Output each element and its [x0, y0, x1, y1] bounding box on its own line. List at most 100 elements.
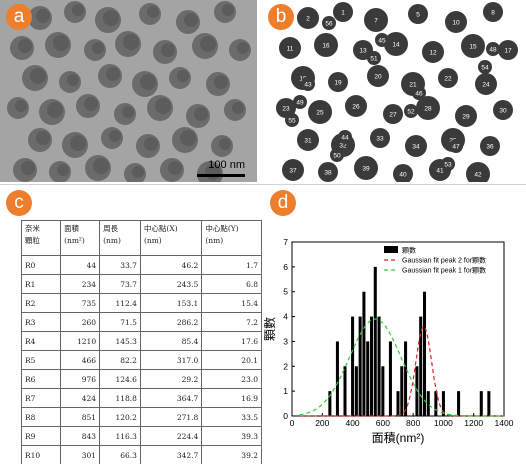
- nanoparticle-core: [109, 130, 121, 142]
- histogram-bar: [404, 341, 408, 416]
- segmented-particle: [493, 100, 513, 120]
- header-line: 奈米: [25, 224, 40, 233]
- y-tick-label: 5: [283, 287, 288, 297]
- nanoparticle-core: [219, 138, 231, 150]
- table-cell: 15.4: [201, 293, 262, 313]
- table-cell: 145.3: [99, 331, 141, 351]
- header-line: (nm): [103, 236, 121, 245]
- table-cell: R2: [20, 293, 62, 313]
- particle-label: 31: [304, 138, 312, 145]
- segmented-particle: [393, 164, 413, 182]
- table-cell: R4: [20, 331, 62, 351]
- nanoparticle-core: [147, 6, 159, 18]
- particle-label: 38: [324, 170, 332, 177]
- table-cell: 364.7: [139, 388, 203, 408]
- particle-label: 16: [322, 43, 330, 50]
- segmented-particle: [364, 8, 388, 32]
- histogram-panel: d 0 1 2 3 4 5 6 7 0 200 400 600 800 1000 1200 1400 顆數 Gau…: [264, 186, 526, 464]
- histogram-bar: [426, 391, 430, 416]
- particle-label: 46: [415, 91, 423, 98]
- table-row: R10 301 66.3 342.7 39.2: [20, 445, 262, 464]
- particle-label: 15: [469, 44, 477, 51]
- gaussian-fit-peak-1-line: [299, 318, 504, 417]
- particle-label: 20: [374, 74, 382, 81]
- segmented-particle: [308, 100, 332, 124]
- segmented-particle: [314, 33, 338, 57]
- nanoparticle-core: [36, 9, 50, 23]
- table-cell: R9: [20, 426, 62, 446]
- segmented-particle: [279, 37, 301, 59]
- table-cell: 120.2: [99, 407, 141, 427]
- table-header-cell: 奈米 顆粒: [20, 220, 62, 256]
- table-cell: 71.5: [99, 312, 141, 332]
- particle-label: 47: [452, 144, 460, 151]
- nanoparticle-core: [47, 102, 63, 118]
- particle-label: 56: [325, 21, 333, 28]
- particle-label: 50: [333, 153, 341, 160]
- legend-label-bars: 顆數: [402, 246, 416, 255]
- nanoparticle-core: [106, 67, 120, 81]
- table-cell: R1: [20, 274, 62, 294]
- table-cell: R3: [20, 312, 62, 332]
- particle-label: 39: [362, 166, 370, 173]
- segmented-particle: [384, 32, 408, 56]
- legend-label-fit: Gaussian fit peak 2 for顆數: [402, 256, 486, 265]
- nanoparticle-core: [21, 161, 35, 175]
- table-cell: 1210: [60, 331, 101, 351]
- header-line: 中心點(Y): [205, 224, 239, 233]
- x-axis-label: 面積(nm²): [372, 430, 425, 445]
- particle-label: 28: [424, 106, 432, 113]
- segmented-particle: [466, 162, 490, 182]
- x-tick-label: 1400: [495, 418, 514, 428]
- histogram-bar: [377, 316, 381, 416]
- segmented-particle: [354, 156, 378, 180]
- segmented-particle: [330, 148, 344, 162]
- nanoparticle-core: [53, 35, 69, 51]
- segmented-particle: [441, 157, 455, 171]
- table-cell: R7: [20, 388, 62, 408]
- header-line: (nm²): [64, 236, 85, 245]
- table-cell: 843: [60, 426, 101, 446]
- segmented-particle: [483, 2, 503, 22]
- nanoparticle-core: [222, 4, 234, 16]
- segmented-particle: [408, 4, 428, 24]
- table-row: R9 843 116.3 224.4 39.3: [20, 426, 262, 446]
- table-row: R0 44 33.7 46.2 1.7: [20, 255, 262, 275]
- histogram-bar: [457, 391, 461, 416]
- table-cell: 153.1: [139, 293, 203, 313]
- segmented-particle: [475, 73, 497, 95]
- particle-label: 33: [376, 136, 384, 143]
- segmented-particle: [383, 104, 403, 124]
- particle-label: 5: [416, 12, 420, 19]
- nanoparticle-core: [36, 131, 50, 145]
- nanoparticle-core: [132, 166, 144, 178]
- tem-image-panel: a 100 nm: [0, 0, 257, 182]
- x-tick-label: 800: [406, 418, 420, 428]
- nanoparticle-group: [7, 1, 251, 182]
- segmented-particle: [293, 95, 307, 109]
- particle-label: 24: [482, 82, 490, 89]
- table-cell: 271.8: [139, 407, 203, 427]
- scale-bar-label: 100 nm: [208, 159, 245, 171]
- particle-label: 23: [282, 106, 290, 113]
- histogram-bar: [415, 366, 419, 416]
- particle-label: 54: [481, 65, 489, 72]
- panel-a-badge: a: [6, 4, 32, 30]
- x-tick-label: 1200: [464, 418, 483, 428]
- particle-label: 27: [389, 112, 397, 119]
- particle-label: 26: [352, 104, 360, 111]
- histogram-bar: [335, 341, 339, 416]
- segmented-particle: [297, 129, 319, 151]
- segmented-image-panel: 2 1 7 5 10 8 11 16 13 14 12 15 17 18 19 20 21 22 24 23 25 26 2…: [262, 0, 526, 182]
- particle-label: 40: [399, 172, 407, 179]
- table-cell: R8: [20, 407, 62, 427]
- histogram-bar: [422, 291, 427, 416]
- nanoparticle-core: [200, 36, 216, 52]
- table-cell: 342.7: [139, 445, 203, 464]
- histogram-bar: [479, 391, 483, 416]
- histogram-bar: [358, 316, 362, 416]
- legend-label-fit: Gaussian fit peak 1 for顆數: [402, 266, 486, 275]
- table-cell: 1.7: [201, 255, 262, 275]
- y-tick-label: 1: [283, 386, 288, 396]
